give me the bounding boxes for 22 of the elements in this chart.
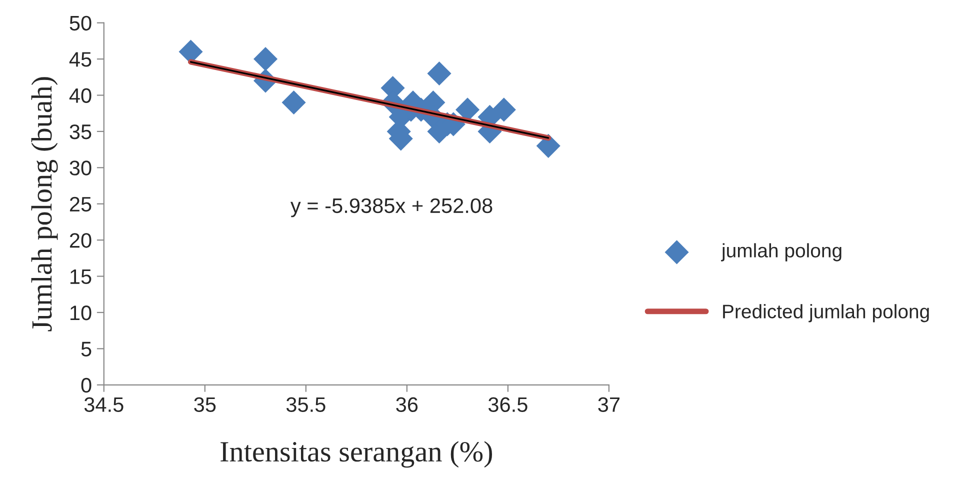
y-tick-label: 15 <box>70 269 92 284</box>
x-tick-label: 34.5 <box>84 397 124 412</box>
y-tick-label: 30 <box>70 160 92 176</box>
legend-label: jumlah polong <box>721 243 842 262</box>
y-tick-label: 50 <box>70 16 92 31</box>
y-axis-title: Jumlah polong (buah) <box>31 77 58 332</box>
y-tick-label: 10 <box>70 305 92 320</box>
x-tick-label: 35 <box>194 397 216 412</box>
y-tick-label: 40 <box>69 88 92 103</box>
annotation: y = -5.9385x + 252.08 <box>290 198 492 218</box>
y-tick-label: 0 <box>81 378 92 393</box>
x-tick-label: 36.5 <box>488 397 528 412</box>
x-tick-label: 36 <box>396 397 418 412</box>
y-tick-label: 20 <box>70 233 92 248</box>
y-tick-label: 45 <box>69 52 92 67</box>
y-tick-label: 25 <box>70 196 92 212</box>
x-tick-label: 37 <box>598 397 620 412</box>
x-tick-label: 35.5 <box>286 397 326 412</box>
x-axis-title: Intensitas serangan (%) <box>220 441 492 468</box>
legend-label: Predicted jumlah polong <box>723 304 929 322</box>
y-tick-label: 35 <box>70 124 92 140</box>
y-tick-label: 5 <box>81 342 92 356</box>
